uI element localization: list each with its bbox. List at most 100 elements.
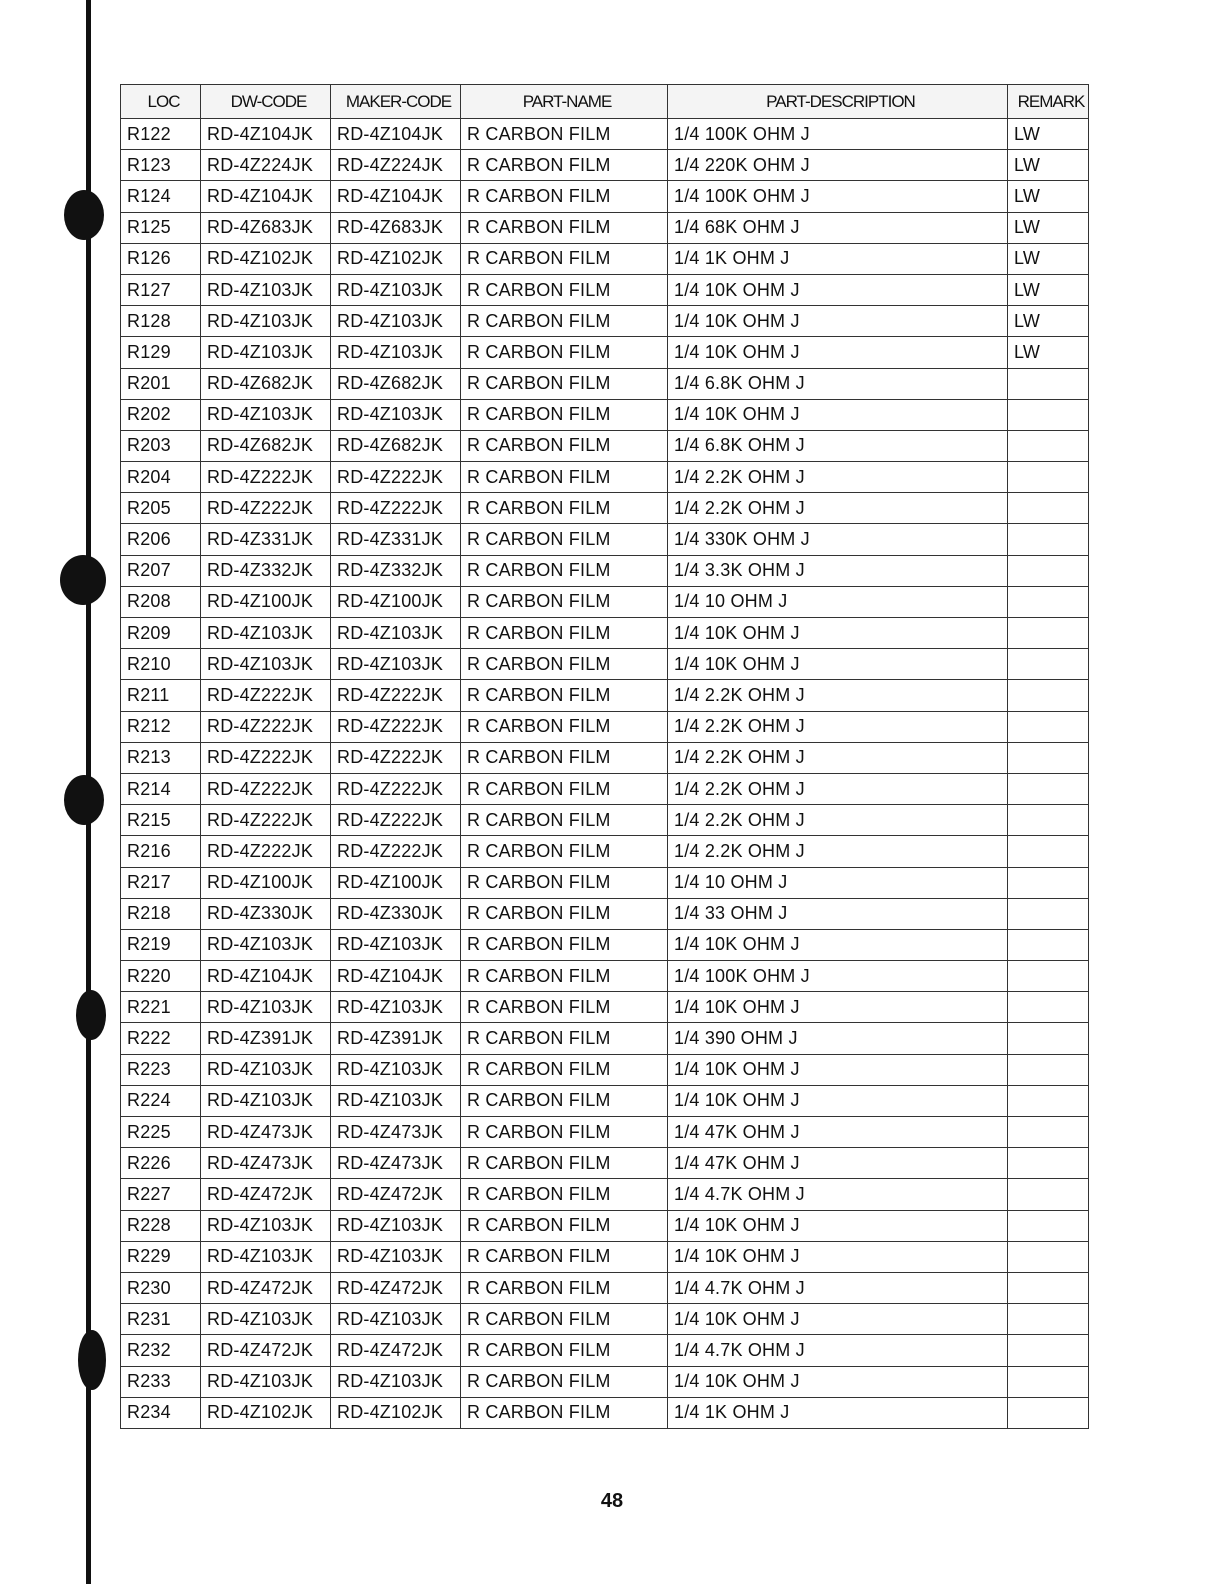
- table-row: R230 RD-4Z472JK RD-4Z472JK R CARBON FILM 1/4…: [120, 1271, 1089, 1305]
- cell-maker-code: RD-4Z332JK: [330, 554, 461, 587]
- cell-loc: R221: [120, 991, 201, 1024]
- cell-remark: [1007, 429, 1089, 463]
- header-part-description: PART-DESCRIPTION: [667, 84, 1008, 119]
- cell-dw-code: RD-4Z103JK: [200, 1053, 331, 1086]
- cell-part-name: R CARBON FILM: [460, 960, 668, 993]
- cell-remark: [1007, 897, 1089, 930]
- cell-part-description: 1/4 10K OHM J: [667, 1240, 1008, 1273]
- cell-maker-code: RD-4Z103JK: [330, 991, 461, 1024]
- cell-part-description: 1/4 2.2K OHM J: [667, 741, 1008, 774]
- table-row: R125 RD-4Z683JK RD-4Z683JK R CARBON FILM 1/4…: [120, 211, 1089, 244]
- cell-part-name: R CARBON FILM: [460, 211, 668, 244]
- table-row: R124 RD-4Z104JK RD-4Z104JK R CARBON FILM 1/4…: [120, 180, 1089, 213]
- cell-part-name: R CARBON FILM: [460, 149, 668, 182]
- header-part-name: PART-NAME: [460, 84, 668, 119]
- cell-part-description: 1/4 2.2K OHM J: [667, 835, 1008, 868]
- cell-part-description: 1/4 2.2K OHM J: [667, 461, 1008, 494]
- cell-part-name: R CARBON FILM: [460, 1334, 668, 1367]
- table-row: R226 RD-4Z473JK RD-4Z473JK R CARBON FILM 1/4…: [120, 1147, 1089, 1180]
- cell-part-name: R CARBON FILM: [460, 1271, 668, 1305]
- table-row: R126 RD-4Z102JK RD-4Z102JK R CARBON FILM 1/4…: [120, 242, 1089, 275]
- cell-part-name: R CARBON FILM: [460, 1240, 668, 1273]
- cell-part-description: 1/4 100K OHM J: [667, 960, 1008, 993]
- cell-remark: [1007, 772, 1089, 806]
- table-row: R207 RD-4Z332JK RD-4Z332JK R CARBON FILM 1/4…: [120, 554, 1089, 587]
- cell-part-description: 1/4 100K OHM J: [667, 117, 1008, 151]
- cell-dw-code: RD-4Z222JK: [200, 492, 331, 525]
- cell-loc: R218: [120, 897, 201, 930]
- cell-dw-code: RD-4Z473JK: [200, 1147, 331, 1180]
- cell-part-description: 1/4 10 OHM J: [667, 866, 1008, 899]
- cell-dw-code: RD-4Z102JK: [200, 1396, 331, 1429]
- cell-remark: [1007, 960, 1089, 993]
- cell-loc: R230: [120, 1271, 201, 1305]
- table-row: R203 RD-4Z682JK RD-4Z682JK R CARBON FILM 1/4…: [120, 429, 1089, 463]
- cell-part-description: 1/4 10K OHM J: [667, 616, 1008, 650]
- cell-part-name: R CARBON FILM: [460, 180, 668, 213]
- cell-part-name: R CARBON FILM: [460, 117, 668, 151]
- table-row: R123 RD-4Z224JK RD-4Z224JK R CARBON FILM 1/4…: [120, 149, 1089, 182]
- cell-loc: R209: [120, 616, 201, 650]
- cell-part-name: R CARBON FILM: [460, 710, 668, 743]
- cell-remark: [1007, 492, 1089, 525]
- cell-maker-code: RD-4Z473JK: [330, 1115, 461, 1149]
- cell-maker-code: RD-4Z103JK: [330, 1240, 461, 1273]
- cell-part-description: 1/4 2.2K OHM J: [667, 710, 1008, 743]
- table-row: R225 RD-4Z473JK RD-4Z473JK R CARBON FILM 1/4…: [120, 1115, 1089, 1149]
- cell-dw-code: RD-4Z103JK: [200, 1240, 331, 1273]
- cell-part-name: R CARBON FILM: [460, 461, 668, 494]
- cell-dw-code: RD-4Z472JK: [200, 1271, 331, 1305]
- cell-part-description: 1/4 4.7K OHM J: [667, 1178, 1008, 1211]
- cell-dw-code: RD-4Z103JK: [200, 1303, 331, 1336]
- table-row: R129 RD-4Z103JK RD-4Z103JK R CARBON FILM 1/4…: [120, 336, 1089, 369]
- table-row: R224 RD-4Z103JK RD-4Z103JK R CARBON FILM 1/4…: [120, 1084, 1089, 1118]
- cell-dw-code: RD-4Z103JK: [200, 273, 331, 307]
- cell-dw-code: RD-4Z682JK: [200, 429, 331, 463]
- cell-loc: R233: [120, 1365, 201, 1398]
- table-row: R215 RD-4Z222JK RD-4Z222JK R CARBON FILM 1/4…: [120, 804, 1089, 837]
- cell-remark: [1007, 679, 1089, 712]
- cell-part-name: R CARBON FILM: [460, 1084, 668, 1118]
- cell-part-description: 1/4 10 OHM J: [667, 585, 1008, 619]
- cell-remark: [1007, 398, 1089, 431]
- table-row: R227 RD-4Z472JK RD-4Z472JK R CARBON FILM 1/4…: [120, 1178, 1089, 1211]
- cell-maker-code: RD-4Z472JK: [330, 1271, 461, 1305]
- cell-part-name: R CARBON FILM: [460, 1365, 668, 1398]
- cell-dw-code: RD-4Z103JK: [200, 305, 331, 338]
- cell-remark: [1007, 523, 1089, 556]
- cell-part-name: R CARBON FILM: [460, 1396, 668, 1429]
- cell-loc: R232: [120, 1334, 201, 1367]
- binding-hole: [64, 190, 104, 240]
- cell-part-description: 1/4 6.8K OHM J: [667, 367, 1008, 400]
- cell-part-name: R CARBON FILM: [460, 616, 668, 650]
- cell-remark: [1007, 1240, 1089, 1273]
- cell-remark: [1007, 928, 1089, 962]
- cell-maker-code: RD-4Z103JK: [330, 616, 461, 650]
- cell-maker-code: RD-4Z102JK: [330, 1396, 461, 1429]
- table-row: R217 RD-4Z100JK RD-4Z100JK R CARBON FILM 1/4…: [120, 866, 1089, 899]
- header-loc: LOC: [120, 84, 201, 119]
- cell-loc: R129: [120, 336, 201, 369]
- cell-loc: R223: [120, 1053, 201, 1086]
- cell-maker-code: RD-4Z103JK: [330, 648, 461, 681]
- cell-remark: [1007, 991, 1089, 1024]
- table-row: R213 RD-4Z222JK RD-4Z222JK R CARBON FILM 1/4…: [120, 741, 1089, 774]
- cell-part-description: 1/4 10K OHM J: [667, 305, 1008, 338]
- table-row: R223 RD-4Z103JK RD-4Z103JK R CARBON FILM 1/4…: [120, 1053, 1089, 1086]
- cell-dw-code: RD-4Z104JK: [200, 180, 331, 213]
- cell-maker-code: RD-4Z100JK: [330, 866, 461, 899]
- table-row: R231 RD-4Z103JK RD-4Z103JK R CARBON FILM 1/4…: [120, 1303, 1089, 1336]
- cell-remark: LW: [1007, 117, 1089, 151]
- binding-hole: [76, 990, 106, 1040]
- cell-maker-code: RD-4Z682JK: [330, 367, 461, 400]
- cell-dw-code: RD-4Z332JK: [200, 554, 331, 587]
- cell-loc: R212: [120, 710, 201, 743]
- cell-maker-code: RD-4Z100JK: [330, 585, 461, 619]
- cell-loc: R124: [120, 180, 201, 213]
- cell-dw-code: RD-4Z222JK: [200, 804, 331, 837]
- cell-dw-code: RD-4Z103JK: [200, 1209, 331, 1242]
- table-row: R202 RD-4Z103JK RD-4Z103JK R CARBON FILM 1/4…: [120, 398, 1089, 431]
- table-row: R212 RD-4Z222JK RD-4Z222JK R CARBON FILM 1/4…: [120, 710, 1089, 743]
- cell-part-name: R CARBON FILM: [460, 772, 668, 806]
